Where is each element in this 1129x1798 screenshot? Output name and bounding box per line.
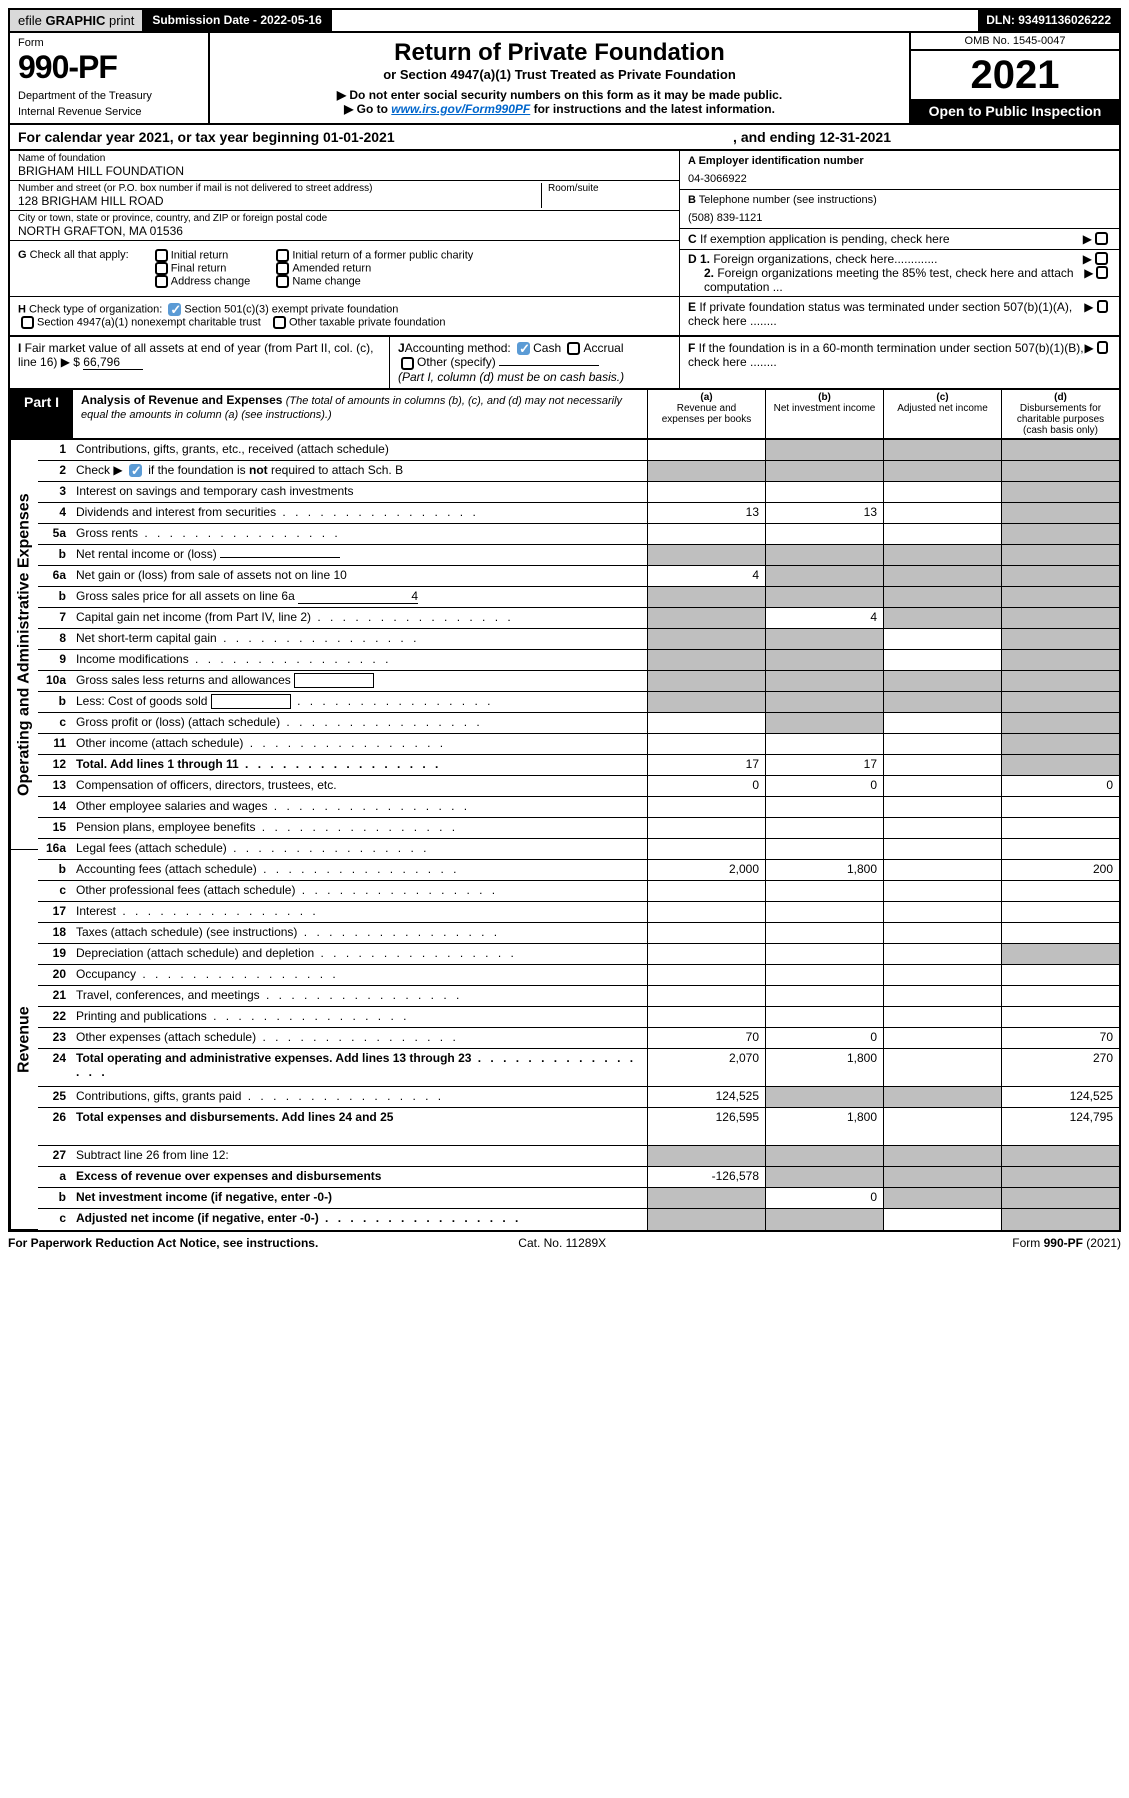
line-21: 21Travel, conferences, and meetings: [38, 986, 1119, 1007]
dept: Department of the Treasury: [18, 90, 200, 102]
side-labels: Revenue Operating and Administrative Exp…: [10, 440, 38, 1230]
line-5a: 5aGross rents: [38, 524, 1119, 545]
name-label: Name of foundation: [18, 153, 671, 164]
other-taxable-checkbox[interactable]: [273, 316, 286, 329]
col-d-note: (Part I, column (d) must be on cash basi…: [398, 370, 624, 384]
form-label: Form: [18, 37, 200, 49]
name-change-checkbox[interactable]: [276, 275, 289, 288]
line-11: 11Other income (attach schedule): [38, 734, 1119, 755]
line-c: cAdjusted net income (if negative, enter…: [38, 1209, 1119, 1230]
line-18: 18Taxes (attach schedule) (see instructi…: [38, 923, 1119, 944]
form-subtitle: or Section 4947(a)(1) Trust Treated as P…: [216, 67, 903, 82]
irs: Internal Revenue Service: [18, 106, 200, 118]
line-7: 7Capital gain net income (from Part IV, …: [38, 608, 1119, 629]
top-bar: efile GRAPHIC print Submission Date - 20…: [8, 8, 1121, 33]
line-6a: 6aNet gain or (loss) from sale of assets…: [38, 566, 1119, 587]
room-label: Room/suite: [548, 183, 671, 194]
part-i-title: Analysis of Revenue and Expenses (The to…: [73, 390, 647, 438]
tax-year: 2021: [911, 51, 1119, 99]
address: 128 BRIGHAM HILL ROAD: [18, 194, 541, 208]
line-22: 22Printing and publications: [38, 1007, 1119, 1028]
line-19: 19Depreciation (attach schedule) and dep…: [38, 944, 1119, 965]
paperwork-notice: For Paperwork Reduction Act Notice, see …: [8, 1236, 318, 1250]
line-14: 14Other employee salaries and wages: [38, 797, 1119, 818]
e-checkbox[interactable]: [1097, 300, 1108, 313]
addr-label: Number and street (or P.O. box number if…: [18, 183, 541, 194]
line-24: 24Total operating and administrative exp…: [38, 1049, 1119, 1087]
line-23: 23Other expenses (attach schedule)70070: [38, 1028, 1119, 1049]
phone: (508) 839-1121: [688, 212, 1111, 224]
line-c: cGross profit or (loss) (attach schedule…: [38, 713, 1119, 734]
501c3-checkbox[interactable]: [168, 303, 181, 316]
line-8: 8Net short-term capital gain: [38, 629, 1119, 650]
4947a1-checkbox[interactable]: [21, 316, 34, 329]
open-inspection: Open to Public Inspection: [911, 99, 1119, 123]
initial-former-checkbox[interactable]: [276, 249, 289, 262]
f-checkbox[interactable]: [1097, 341, 1108, 354]
omb-number: OMB No. 1545-0047: [911, 33, 1119, 51]
entity-block: Name of foundation BRIGHAM HILL FOUNDATI…: [8, 151, 1121, 337]
d1-checkbox[interactable]: [1095, 252, 1108, 265]
form-header: Form 990-PF Department of the Treasury I…: [8, 33, 1121, 125]
address-change-checkbox[interactable]: [155, 275, 168, 288]
line-16a: 16aLegal fees (attach schedule): [38, 839, 1119, 860]
line-b: bNet rental income or (loss): [38, 545, 1119, 566]
cash-checkbox[interactable]: [517, 342, 530, 355]
line-b: bLess: Cost of goods sold: [38, 692, 1119, 713]
line-13: 13Compensation of officers, directors, t…: [38, 776, 1119, 797]
ein: 04-3066922: [688, 173, 1111, 185]
goto-line: Go to www.irs.gov/Form990PF for instruct…: [216, 102, 903, 116]
form-number: 990-PF: [18, 49, 200, 86]
final-return-checkbox[interactable]: [155, 262, 168, 275]
line-b: bAccounting fees (attach schedule)2,0001…: [38, 860, 1119, 881]
dln: DLN: 93491136026222: [978, 10, 1119, 31]
accrual-checkbox[interactable]: [567, 342, 580, 355]
footer: For Paperwork Reduction Act Notice, see …: [8, 1232, 1121, 1254]
line-17: 17Interest: [38, 902, 1119, 923]
goto-link[interactable]: www.irs.gov/Form990PF: [391, 102, 530, 116]
a-label: A Employer identification number: [688, 155, 864, 167]
initial-return-checkbox[interactable]: [155, 249, 168, 262]
c-checkbox[interactable]: [1095, 232, 1108, 245]
line-1: 1Contributions, gifts, grants, etc., rec…: [38, 440, 1119, 461]
line-10a: 10aGross sales less returns and allowanc…: [38, 671, 1119, 692]
line-2: 2Check ▶ if the foundation is not requir…: [38, 461, 1119, 482]
line-26: 26Total expenses and disbursements. Add …: [38, 1108, 1119, 1146]
line-a: aExcess of revenue over expenses and dis…: [38, 1167, 1119, 1188]
line-25: 25Contributions, gifts, grants paid124,5…: [38, 1087, 1119, 1108]
line-12: 12Total. Add lines 1 through 111717: [38, 755, 1119, 776]
line-b: bNet investment income (if negative, ent…: [38, 1188, 1119, 1209]
part-i-tab: Part I: [10, 390, 73, 438]
submission-date: Submission Date - 2022-05-16: [144, 10, 331, 31]
foundation-name: BRIGHAM HILL FOUNDATION: [18, 164, 671, 178]
city: NORTH GRAFTON, MA 01536: [18, 224, 671, 238]
ssn-warning: Do not enter social security numbers on …: [216, 88, 903, 102]
hij-block: I Fair market value of all assets at end…: [8, 337, 1121, 390]
other-method-checkbox[interactable]: [401, 357, 414, 370]
line-9: 9Income modifications: [38, 650, 1119, 671]
line-c: cOther professional fees (attach schedul…: [38, 881, 1119, 902]
line-20: 20Occupancy: [38, 965, 1119, 986]
line-15: 15Pension plans, employee benefits: [38, 818, 1119, 839]
form-ref: Form 990-PF (2021): [1012, 1236, 1121, 1250]
amended-return-checkbox[interactable]: [276, 262, 289, 275]
form-title: Return of Private Foundation: [216, 39, 903, 67]
city-label: City or town, state or province, country…: [18, 213, 671, 224]
line-27: 27Subtract line 26 from line 12:: [38, 1146, 1119, 1167]
d2-checkbox[interactable]: [1096, 266, 1108, 279]
cat-no: Cat. No. 11289X: [518, 1236, 606, 1250]
line-4: 4Dividends and interest from securities1…: [38, 503, 1119, 524]
calendar-year: For calendar year 2021, or tax year begi…: [8, 125, 1121, 151]
fmv-amount: 66,796: [83, 355, 143, 370]
efile-label: efile GRAPHIC print: [10, 10, 144, 31]
part-i-grid: Revenue Operating and Administrative Exp…: [8, 438, 1121, 1232]
line-b: bGross sales price for all assets on lin…: [38, 587, 1119, 608]
line-3: 3Interest on savings and temporary cash …: [38, 482, 1119, 503]
